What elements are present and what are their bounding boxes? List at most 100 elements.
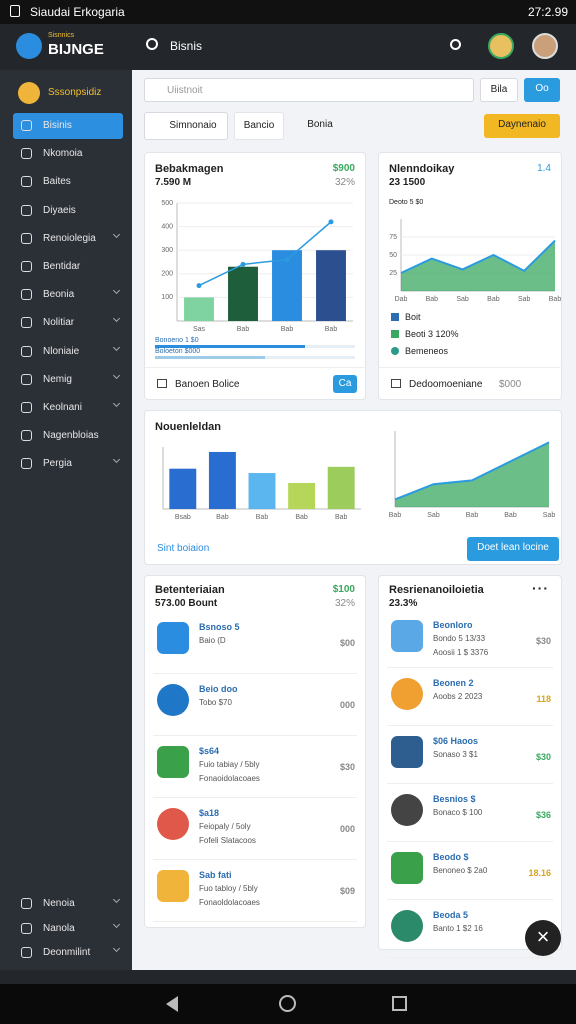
legend-label: Beoti 3 120% <box>405 329 459 339</box>
list-item[interactable]: Beonloro Bondo 5 13/33 Aoosii 1 $ 3376 $30 <box>387 614 553 668</box>
footer-button[interactable]: Ca <box>333 375 357 393</box>
list-item[interactable]: Besnios $ Bonaco $ 100 $36 <box>387 788 553 842</box>
search-button[interactable] <box>450 39 461 50</box>
item-icon <box>157 622 189 654</box>
nav-item[interactable]: Bisinis <box>13 113 123 139</box>
nav-icon <box>21 317 32 329</box>
item-title: Beio doo <box>199 684 238 694</box>
item-value: $00 <box>339 638 355 648</box>
card-button[interactable]: Doet lean locine <box>467 537 559 561</box>
nav-icon <box>21 289 32 301</box>
button[interactable]: Oo <box>524 78 560 102</box>
item-title: Beoda 5 <box>433 910 469 920</box>
bar <box>208 451 236 509</box>
item-title: $06 Haoos <box>433 736 479 746</box>
item-title: Beonloro <box>433 620 473 630</box>
x-tick-label: Sab <box>427 512 440 519</box>
list-item[interactable]: Bsnoso 5 Baio (D $00 <box>153 616 357 674</box>
home-button[interactable] <box>279 995 296 1012</box>
tab[interactable]: Simnonaio <box>144 112 228 140</box>
nav-item[interactable]: Bentidar <box>13 254 123 280</box>
search-icon[interactable] <box>146 38 158 50</box>
list-item[interactable]: $s64 Fuio tabiay / 5bly Fonaoidolacoaes $30 <box>153 740 357 798</box>
nav-item[interactable]: Diyaeis <box>13 198 123 224</box>
card-amount: $900 <box>332 163 355 174</box>
avatar[interactable] <box>532 33 558 59</box>
card-link[interactable]: Sint boiaion <box>157 543 210 554</box>
area <box>395 442 549 507</box>
nav-label: Nenoia <box>43 898 75 909</box>
card-title: Bebakmagen <box>155 163 224 175</box>
bar <box>248 473 276 509</box>
legend: Boit Beoti 3 120% Bemeneos <box>389 311 559 361</box>
list-item[interactable]: $a18 Feiopaly / 5oly Fofeli Slatacoos 000 <box>153 802 357 860</box>
card-footer: Dedoomoeniane <box>409 379 483 390</box>
close-fab[interactable]: × <box>525 920 561 956</box>
button[interactable]: Bila <box>480 78 518 102</box>
nav-item[interactable]: Renoiolegia <box>13 226 123 252</box>
nav-icon <box>21 898 32 909</box>
progress-label: Bonoeno 1 $0 <box>155 337 199 344</box>
nav-item[interactable]: Baites <box>13 169 123 195</box>
nav-icon <box>21 373 32 385</box>
back-button[interactable] <box>166 996 178 1012</box>
x-tick-label: Bab <box>281 326 294 333</box>
nav-icon <box>21 148 32 160</box>
nav-item[interactable]: Nolitiar <box>13 310 123 336</box>
list-item[interactable]: Beodo $ Benoneo $ 2a0 18.16 <box>387 846 553 900</box>
list-item[interactable]: Beio doo Tobo $70 000 <box>153 678 357 736</box>
item-value: $09 <box>339 886 355 896</box>
card-title: Nouenleldan <box>155 421 222 433</box>
recents-button[interactable] <box>392 996 407 1011</box>
list-item[interactable]: Beonen 2 Aoobs 2 2023 118 <box>387 672 553 726</box>
x-tick-label: Bab <box>295 514 308 521</box>
item-value: 000 <box>339 700 355 710</box>
action-button[interactable]: Daynenaio <box>484 114 560 138</box>
item-sub: Fonaoidolacoaes <box>199 774 260 783</box>
item-value: $30 <box>535 752 551 762</box>
header-title: Bisnis <box>170 39 203 53</box>
nav-item[interactable]: Beonia <box>13 282 123 308</box>
nav-item[interactable]: Nemig <box>13 367 123 393</box>
footer-value: $000 <box>499 379 522 390</box>
x-tick-label: Bab <box>325 326 338 333</box>
chevron <box>112 920 121 928</box>
search-input[interactable]: Uiistnoit <box>144 78 474 102</box>
list-item[interactable]: $06 Haoos Sonaso 3 $1 $30 <box>387 730 553 784</box>
item-icon <box>391 678 423 710</box>
nav-item[interactable]: Nenoia <box>13 891 123 917</box>
chevron <box>112 315 121 323</box>
area <box>401 240 555 291</box>
item-sub: Aoobs 2 2023 <box>433 692 483 701</box>
y-tick-label: 75 <box>389 234 397 241</box>
list-item[interactable]: Beoda 5 Banto 1 $2 16 <box>387 904 553 958</box>
x-tick-label: Sab <box>518 296 531 303</box>
nav-item[interactable]: Nanola <box>13 916 123 942</box>
more-menu[interactable]: ··· <box>532 580 549 596</box>
area-chart: Bab Sab Bab Bab Sab <box>389 431 555 519</box>
status-bar: Siaudai Erkogaria 27:2.99 <box>0 0 576 24</box>
bar <box>228 266 258 321</box>
item-value: 000 <box>339 824 355 834</box>
nav-item[interactable]: Pergia <box>13 451 123 477</box>
nav-item[interactable]: Nloniaie <box>13 339 123 365</box>
avatar[interactable] <box>488 33 514 59</box>
tab[interactable]: Bonia <box>307 119 333 130</box>
nav-item[interactable]: Nagenbloias <box>13 423 123 449</box>
chevron <box>112 944 121 953</box>
nav-icon <box>21 261 32 272</box>
area-line <box>394 441 550 501</box>
footer-icon <box>157 379 167 388</box>
tab[interactable]: Bancio <box>234 112 284 140</box>
item-value: $36 <box>535 810 551 820</box>
nav-item[interactable]: Deonmilint <box>13 940 123 966</box>
area-chart: 25 50 75 Dab Bab Sab Bab Sab Bab <box>389 219 561 303</box>
nav-item[interactable]: Keolnani <box>13 395 123 421</box>
profile-name[interactable]: Sssonpsidiz <box>48 87 102 98</box>
item-icon <box>157 870 189 902</box>
list-item[interactable]: Sab fati Fuo tabloy / 5bly Fonaoldolacoaes… <box>153 864 357 922</box>
nav-item[interactable]: Nkomoia <box>13 141 123 167</box>
x-tick-label: Bab <box>389 512 402 519</box>
status-icon <box>10 5 20 17</box>
legend-swatch <box>391 347 399 355</box>
